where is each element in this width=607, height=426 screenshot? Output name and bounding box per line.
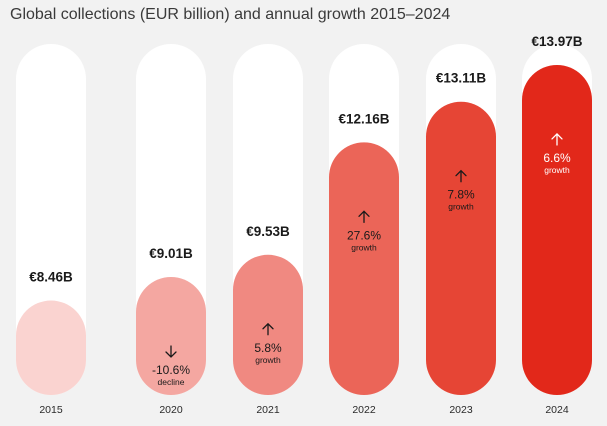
growth-annotation-2020: -10.6%decline <box>152 345 190 387</box>
growth-note-2020: decline <box>158 377 185 387</box>
growth-note-2022: growth <box>351 242 377 252</box>
arrow-up-icon-2024 <box>551 133 563 146</box>
x-tick-label-2023: 2023 <box>449 404 473 416</box>
bar-group-2020: €9.01B -10.6%decline 2020 <box>136 44 206 416</box>
value-label-2022: €12.16B <box>338 111 389 126</box>
x-tick-label-2021: 2021 <box>256 404 280 416</box>
arrow-up-icon-2021 <box>262 322 274 336</box>
growth-percent-2022: 27.6% <box>347 228 381 242</box>
value-label-2024: €13.97B <box>531 34 582 49</box>
bar-2015 <box>16 300 86 395</box>
growth-note-2024: growth <box>544 165 570 175</box>
arrow-down-icon-2020 <box>165 345 177 358</box>
value-label-2015: €8.46B <box>29 270 73 285</box>
value-label-2023: €13.11B <box>436 71 487 86</box>
growth-percent-2021: 5.8% <box>254 341 282 355</box>
bar-group-2023: €13.11B 7.8%growth 2023 <box>426 44 496 416</box>
bar-2022 <box>329 142 399 395</box>
growth-annotation-2022: 27.6%growth <box>347 210 381 252</box>
bar-group-2021: €9.53B 5.8%growth 2021 <box>233 44 303 416</box>
bar-2020 <box>136 277 206 395</box>
bar-group-2022: €12.16B 27.6%growth 2022 <box>329 44 399 416</box>
x-tick-label-2024: 2024 <box>545 404 569 416</box>
growth-percent-2020: -10.6% <box>152 363 190 377</box>
arrow-up-icon-2022 <box>358 210 370 223</box>
growth-note-2021: growth <box>255 355 281 365</box>
x-tick-label-2020: 2020 <box>159 404 183 416</box>
bar-group-2024: €13.97B 6.6%growth 2024 <box>522 34 592 416</box>
bar-group-2015: €8.46B 2015 <box>16 44 86 416</box>
bar-2024 <box>522 64 592 395</box>
growth-annotation-2023: 7.8%growth <box>447 169 475 212</box>
growth-annotation-2024: 6.6%growth <box>543 133 571 175</box>
growth-percent-2024: 6.6% <box>543 151 571 165</box>
growth-annotation-2021: 5.8%growth <box>254 322 282 365</box>
growth-note-2023: growth <box>448 202 474 212</box>
x-tick-label-2022: 2022 <box>352 404 376 416</box>
growth-percent-2023: 7.8% <box>447 188 475 202</box>
value-label-2020: €9.01B <box>149 246 193 261</box>
x-tick-label-2015: 2015 <box>39 404 63 416</box>
chart-title: Global collections (EUR billion) and ann… <box>10 6 451 23</box>
bar-2023 <box>426 101 496 396</box>
arrow-up-icon-2023 <box>455 169 467 183</box>
value-label-2021: €9.53B <box>246 224 290 239</box>
